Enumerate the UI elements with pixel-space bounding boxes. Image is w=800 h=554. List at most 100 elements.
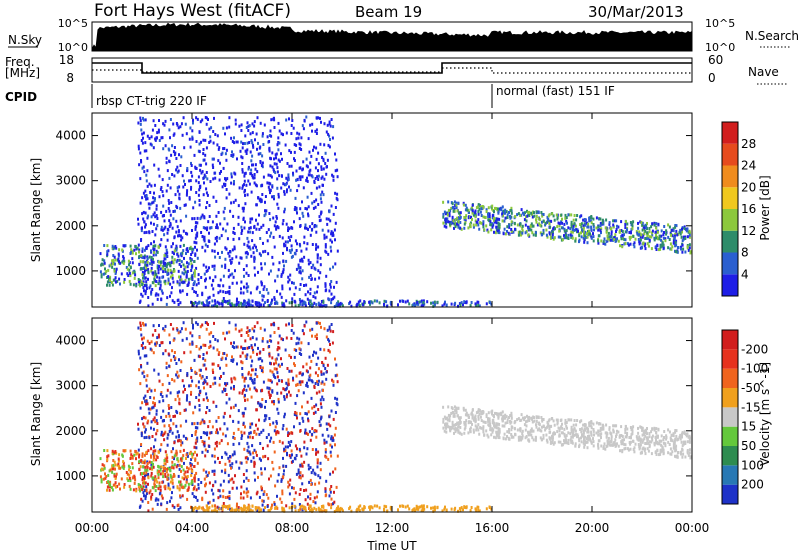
velocity-cell: [639, 425, 642, 429]
velocity-cell: [271, 390, 274, 394]
velocity-cell: [316, 465, 319, 469]
power-cell: [204, 285, 207, 289]
power-cell: [166, 238, 169, 242]
power-cell: [314, 224, 316, 227]
velocity-cell: [247, 445, 250, 449]
power-cell: [426, 300, 429, 304]
power-colorbar-tick-label: 12: [741, 224, 756, 238]
velocity-cell: [139, 321, 142, 325]
velocity-cell: [203, 477, 206, 481]
velocity-cell: [332, 380, 335, 384]
power-cell: [214, 236, 217, 240]
power-cell: [578, 232, 581, 236]
power-cell: [150, 290, 153, 294]
power-cell: [179, 289, 181, 293]
velocity-cell: [647, 449, 650, 453]
power-cell: [240, 301, 243, 305]
velocity-cell: [256, 352, 258, 356]
power-cell: [150, 269, 153, 273]
power-cell: [204, 243, 207, 247]
velocity-cell: [244, 354, 247, 358]
power-cell: [474, 302, 477, 306]
velocity-cell: [201, 498, 204, 502]
power-cell: [295, 208, 298, 212]
power-cell: [259, 237, 262, 240]
velocity-cell: [140, 431, 143, 435]
power-cell: [463, 217, 466, 221]
velocity-cell: [270, 323, 273, 327]
power-cell: [126, 272, 129, 276]
velocity-cell: [157, 372, 160, 376]
velocity-cell: [465, 411, 468, 415]
velocity-cell: [103, 464, 106, 468]
velocity-cell: [278, 346, 281, 350]
power-cell: [146, 260, 149, 264]
velocity-cell: [209, 344, 212, 348]
velocity-cell: [112, 459, 115, 462]
velocity-cell: [168, 430, 171, 433]
power-cell: [320, 165, 323, 169]
power-cell: [319, 212, 322, 216]
velocity-cell: [224, 337, 226, 341]
power-cell: [245, 282, 248, 286]
velocity-cell: [159, 488, 162, 492]
power-cell: [144, 269, 146, 273]
velocity-cell: [186, 437, 189, 441]
velocity-cell: [298, 475, 301, 479]
power-cell: [156, 264, 159, 268]
velocity-cell: [155, 341, 158, 345]
velocity-cell: [190, 505, 192, 509]
power-cell: [278, 174, 281, 178]
velocity-cell: [240, 430, 243, 434]
power-cell: [234, 198, 237, 202]
power-cell: [503, 227, 506, 231]
power-cell: [660, 229, 663, 233]
velocity-cell: [301, 482, 304, 486]
velocity-cell: [163, 459, 166, 463]
velocity-cell: [193, 485, 196, 489]
power-cell: [153, 247, 156, 251]
power-cell: [520, 233, 522, 237]
velocity-cell: [281, 379, 283, 383]
power-cell: [173, 269, 176, 273]
power-cell: [181, 289, 184, 293]
power-cell: [612, 223, 615, 227]
velocity-cell: [250, 395, 253, 399]
power-cell: [530, 211, 533, 215]
power-cell: [674, 224, 677, 227]
power-cell: [274, 220, 277, 224]
velocity-cell: [469, 430, 472, 434]
power-cell: [457, 201, 460, 205]
power-cell: [118, 260, 120, 264]
power-cell: [595, 226, 598, 230]
power-cell: [250, 168, 253, 172]
velocity-cell: [196, 322, 199, 326]
power-cell: [446, 217, 449, 221]
power-cell: [218, 236, 221, 240]
power-cell: [251, 239, 254, 243]
velocity-cell: [579, 420, 581, 424]
velocity-cell: [306, 381, 308, 385]
velocity-cell: [202, 431, 205, 435]
velocity-cell: [168, 364, 171, 368]
power-cell: [293, 150, 296, 154]
power-cell: [249, 230, 252, 234]
velocity-cell: [663, 436, 665, 439]
power-cell: [289, 273, 292, 277]
velocity-cell: [215, 419, 218, 423]
power-cell: [281, 303, 284, 307]
power-cell: [552, 237, 555, 241]
power-cell: [317, 169, 319, 173]
power-cell: [477, 218, 480, 222]
power-cell: [235, 255, 238, 259]
power-cell: [632, 234, 635, 238]
velocity-cell: [331, 378, 334, 382]
power-cell: [319, 218, 322, 222]
power-cell: [153, 183, 156, 187]
velocity-cell: [277, 431, 280, 435]
power-cell: [491, 216, 494, 220]
power-cell: [250, 254, 253, 258]
power-cell: [260, 253, 262, 257]
power-cell: [279, 292, 282, 296]
power-cell: [599, 217, 602, 221]
